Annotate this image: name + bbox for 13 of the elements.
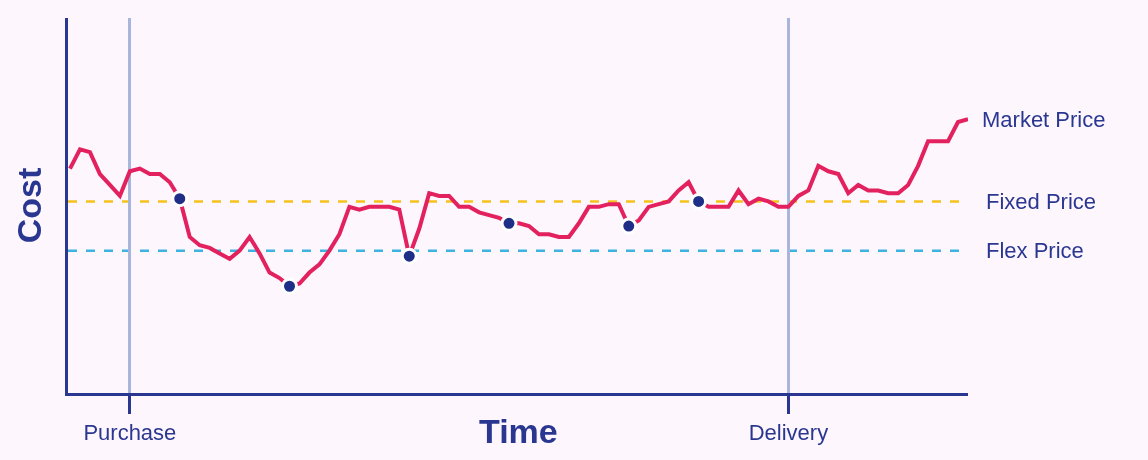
- point: [690, 192, 708, 210]
- point: [171, 190, 189, 208]
- ref-line-label: Flex Price: [986, 238, 1084, 263]
- series-label: Market Price: [982, 107, 1106, 132]
- x-tick-label: Delivery: [748, 420, 829, 446]
- point: [500, 214, 518, 232]
- point: [620, 217, 638, 235]
- point: [400, 247, 418, 265]
- ref-line-label: Fixed Price: [986, 189, 1097, 214]
- y-axis-title: Cost: [9, 167, 48, 244]
- x-tick-label: Purchase: [83, 420, 177, 446]
- x-axis-title: Time: [479, 412, 558, 450]
- point: [281, 277, 299, 295]
